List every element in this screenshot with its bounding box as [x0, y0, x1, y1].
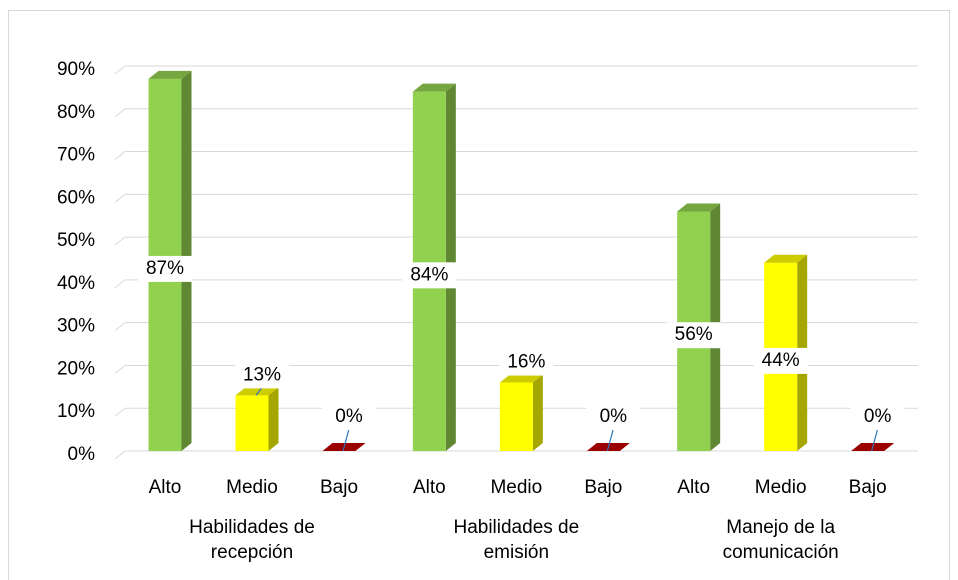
- data-label: 0%: [600, 406, 628, 427]
- x-tick-label: Bajo: [584, 477, 622, 498]
- bar-side: [268, 387, 279, 451]
- x-tick-label: Alto: [677, 477, 710, 498]
- y-tick-label: 0%: [68, 444, 96, 465]
- grid-line: [114, 407, 918, 417]
- bar-top: [148, 70, 192, 79]
- bar: [499, 382, 533, 451]
- label-box: [753, 347, 808, 374]
- bar-top: [677, 203, 721, 212]
- leader-line: [606, 428, 614, 452]
- grid-line: [114, 322, 918, 332]
- label-box: [235, 362, 289, 389]
- leader-line: [255, 387, 263, 396]
- x-tick-label: Medio: [490, 477, 542, 498]
- y-tick-label: 70%: [57, 145, 95, 166]
- label-box: [666, 322, 721, 349]
- grid-line: [114, 364, 918, 374]
- label-box: [138, 255, 192, 282]
- x-tick-label: Alto: [149, 477, 182, 498]
- leader-line: [871, 428, 879, 452]
- grid-line: [114, 65, 918, 75]
- data-label: 56%: [675, 324, 713, 345]
- label-box: [586, 404, 641, 430]
- y-tick-label: 20%: [57, 358, 95, 379]
- leader-line: [342, 428, 350, 452]
- y-tick-label: 90%: [57, 59, 95, 80]
- bar-side: [532, 374, 543, 451]
- y-tick-label: 10%: [57, 401, 95, 422]
- bar-top: [764, 254, 808, 263]
- grid-line: [114, 108, 918, 118]
- group-label: Habilidades de recepción: [189, 517, 315, 563]
- x-tick-label: Medio: [755, 477, 807, 498]
- grid-line: [114, 151, 918, 160]
- data-label: 0%: [335, 406, 363, 427]
- group-label: Manejo de la comunicación: [722, 517, 839, 563]
- data-label: 84%: [410, 264, 448, 285]
- label-box: [402, 262, 457, 289]
- grid-line: [114, 279, 918, 289]
- x-tick-label: Bajo: [320, 477, 358, 498]
- label-box: [499, 349, 554, 376]
- bar-top: [499, 374, 543, 383]
- data-label: 87%: [146, 258, 184, 279]
- label-box: [850, 404, 905, 430]
- y-tick-label: 30%: [57, 316, 95, 337]
- y-tick-label: 60%: [57, 187, 95, 208]
- label-box: [322, 404, 376, 430]
- x-tick-label: Bajo: [849, 477, 887, 498]
- bar-top: [412, 83, 456, 92]
- data-label: 16%: [507, 352, 545, 373]
- y-tick-label: 40%: [57, 273, 95, 294]
- y-tick-label: 50%: [57, 230, 95, 251]
- data-label: 44%: [762, 350, 800, 371]
- grid-line: [114, 450, 918, 460]
- bar: [235, 395, 269, 451]
- data-label: 0%: [864, 406, 892, 427]
- grid-line: [114, 236, 918, 246]
- x-tick-label: Medio: [226, 477, 278, 498]
- bar-top: [235, 387, 279, 396]
- group-label: Habilidades de emisión: [453, 517, 580, 563]
- x-tick-label: Alto: [413, 477, 446, 498]
- data-label: 13%: [243, 364, 281, 385]
- grid-line: [114, 193, 918, 203]
- y-tick-label: 80%: [57, 102, 95, 123]
